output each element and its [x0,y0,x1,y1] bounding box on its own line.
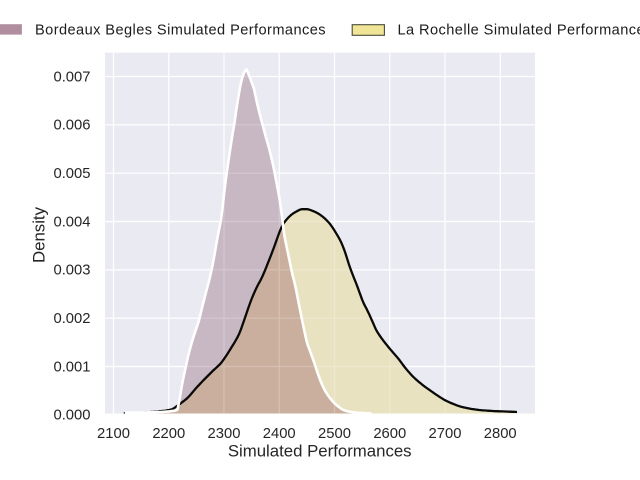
svg-text:Simulated Performances: Simulated Performances [228,441,412,460]
svg-text:0.007: 0.007 [53,69,90,85]
svg-text:0.004: 0.004 [53,214,90,230]
svg-text:2200: 2200 [152,426,185,442]
svg-text:0.006: 0.006 [53,118,90,134]
svg-text:2700: 2700 [429,426,462,442]
svg-text:Density: Density [29,206,48,263]
svg-text:2600: 2600 [373,426,406,442]
svg-text:0.000: 0.000 [53,408,90,424]
svg-text:0.001: 0.001 [53,359,90,375]
svg-text:Bordeaux Begles Simulated Perf: Bordeaux Begles Simulated Performances [35,23,326,39]
svg-text:2800: 2800 [484,426,517,442]
svg-text:La Rochelle Simulated Performa: La Rochelle Simulated Performances [398,23,640,39]
svg-text:2400: 2400 [263,426,296,442]
svg-text:0.002: 0.002 [53,311,90,327]
svg-text:2100: 2100 [97,426,130,442]
svg-text:0.005: 0.005 [53,166,90,182]
svg-text:2300: 2300 [208,426,241,442]
svg-text:0.003: 0.003 [53,263,90,279]
svg-text:2500: 2500 [318,426,351,442]
